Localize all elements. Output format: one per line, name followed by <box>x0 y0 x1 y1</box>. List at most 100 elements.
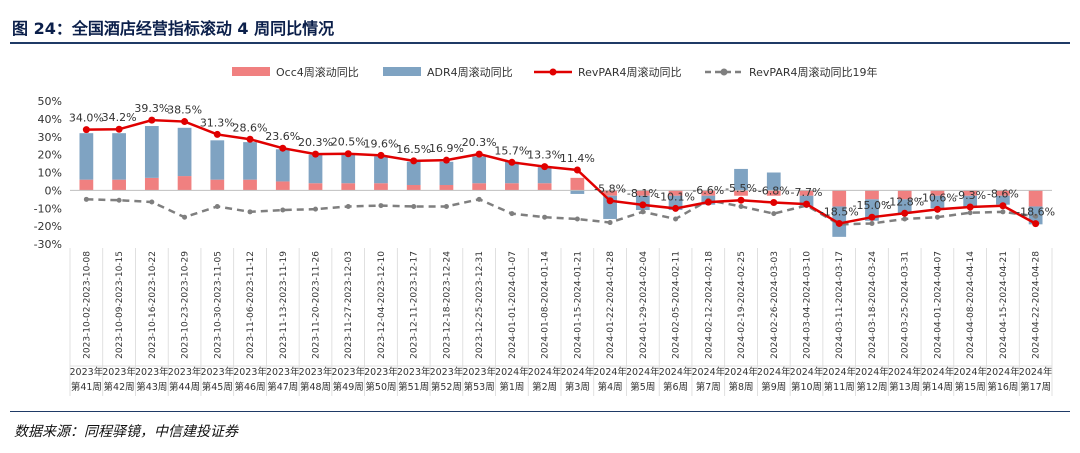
bar-occ <box>374 183 388 191</box>
y-tick-label: -30% <box>34 238 62 251</box>
x-tick-date: 2024-03-11-2024-03-17 <box>835 251 845 359</box>
x-tick-year: 2024年 <box>626 366 660 378</box>
data-label-revpar: -9.3% <box>954 189 986 202</box>
x-tick-week: 第52周 <box>431 381 462 393</box>
x-tick-year: 2024年 <box>986 366 1020 378</box>
x-tick-year: 2023年 <box>102 366 136 378</box>
bar-adr <box>505 161 519 184</box>
x-tick-date: 2023-10-30-2023-11-05 <box>213 251 223 359</box>
bar-adr <box>963 195 978 207</box>
x-tick-week: 第46周 <box>234 381 265 393</box>
x-tick-week: 第1周 <box>499 381 524 393</box>
bar-occ <box>537 183 552 191</box>
data-label-revpar: -5.8% <box>594 183 626 196</box>
legend-swatch-occ <box>232 67 270 76</box>
x-tick-week: 第2周 <box>532 381 557 393</box>
x-tick-date: 2023-12-18-2023-12-24 <box>442 251 452 359</box>
x-tick-year: 2024年 <box>593 366 627 378</box>
legend-label-adr: ADR4周滚动同比 <box>427 65 513 79</box>
bar-occ <box>1028 190 1043 207</box>
bar-occ <box>832 190 847 207</box>
x-tick-year: 2023年 <box>364 366 398 378</box>
bar-occ <box>210 179 225 191</box>
x-tick-week: 第49周 <box>333 381 364 393</box>
series-line-revpar19 <box>86 198 1036 226</box>
data-label-revpar: 11.4% <box>560 152 595 165</box>
y-tick-label: 50% <box>38 95 62 108</box>
x-tick-week: 第50周 <box>365 381 396 393</box>
point-revpar19 <box>411 203 417 209</box>
point-revpar <box>181 118 189 126</box>
x-tick-week: 第12周 <box>856 381 887 393</box>
data-label-revpar: -15.0% <box>853 199 892 212</box>
x-tick-year: 2024年 <box>691 366 725 378</box>
data-label-revpar: -5.5% <box>725 182 757 195</box>
data-label-revpar: 38.5% <box>167 104 202 117</box>
y-tick-label: 30% <box>38 131 62 144</box>
x-tick-year: 2024年 <box>953 366 987 378</box>
legend-marker-revpar19 <box>720 68 728 76</box>
data-label-revpar: -10.1% <box>656 190 695 203</box>
bar-adr <box>996 195 1010 205</box>
data-label-revpar: 34.2% <box>102 111 137 124</box>
source-note: 数据来源：同程驿镜，中信建投证券 <box>14 424 238 440</box>
bar-adr <box>439 161 454 186</box>
bar-adr <box>668 195 683 211</box>
x-tick-week: 第51周 <box>398 381 429 393</box>
data-label-revpar: 16.9% <box>429 142 464 155</box>
point-revpar <box>115 125 123 133</box>
bar-occ <box>406 185 421 191</box>
data-label-revpar: -18.6% <box>1016 206 1055 219</box>
point-revpar19 <box>542 214 548 220</box>
bar-adr <box>243 142 257 180</box>
point-revpar19 <box>378 203 384 209</box>
x-tick-date: 2024-02-19-2024-02-25 <box>737 251 747 359</box>
x-tick-year: 2024年 <box>921 366 955 378</box>
x-tick-date: 2023-11-06-2023-11-12 <box>246 251 256 359</box>
bar-adr <box>112 133 126 180</box>
data-label-revpar: -18.5% <box>820 205 859 218</box>
x-tick-week: 第41周 <box>71 381 102 393</box>
bar-occ <box>505 183 519 191</box>
bar-adr <box>570 190 585 194</box>
point-revpar19 <box>738 203 744 209</box>
bar-adr <box>144 126 159 178</box>
bar-occ <box>112 179 126 191</box>
x-tick-year: 2023年 <box>135 366 169 378</box>
x-tick-year: 2023年 <box>331 366 365 378</box>
point-revpar <box>148 116 156 124</box>
x-tick-year: 2024年 <box>888 366 922 378</box>
point-revpar <box>475 150 483 158</box>
x-tick-date: 2023-11-20-2023-11-26 <box>312 251 322 359</box>
bar-occ <box>734 190 748 196</box>
x-tick-date: 2024-01-22-2024-01-28 <box>606 251 616 359</box>
x-tick-week: 第42周 <box>104 381 135 393</box>
bar-occ <box>177 176 192 191</box>
x-tick-week: 第5周 <box>630 381 655 393</box>
point-revpar <box>508 158 516 166</box>
bar-occ <box>865 190 879 200</box>
x-tick-year: 2023年 <box>397 366 431 378</box>
point-revpar19 <box>902 216 908 222</box>
x-tick-week: 第8周 <box>729 381 754 393</box>
data-label-revpar: 34.0% <box>69 112 104 125</box>
point-revpar19 <box>640 209 646 215</box>
point-revpar <box>770 199 778 207</box>
x-tick-week: 第11周 <box>824 381 855 393</box>
data-label-revpar: -8.1% <box>627 187 659 200</box>
point-revpar <box>901 209 909 217</box>
point-revpar <box>835 219 843 227</box>
y-tick-label: 40% <box>38 113 62 126</box>
point-revpar <box>410 157 418 165</box>
x-tick-week: 第14周 <box>922 381 953 393</box>
data-label-revpar: 20.3% <box>462 136 497 149</box>
bar-occ <box>668 190 683 196</box>
x-tick-year: 2024年 <box>822 366 856 378</box>
x-tick-date: 2024-04-15-2024-04-21 <box>999 251 1009 359</box>
figure-title: 图 24：全国酒店经营指标滚动 4 周同比情况 <box>12 19 335 38</box>
x-tick-date: 2024-01-15-2024-01-21 <box>573 251 583 359</box>
x-tick-week: 第16周 <box>987 381 1018 393</box>
point-revpar19 <box>607 220 613 226</box>
data-label-revpar: 31.3% <box>200 116 235 129</box>
point-revpar <box>246 135 254 143</box>
